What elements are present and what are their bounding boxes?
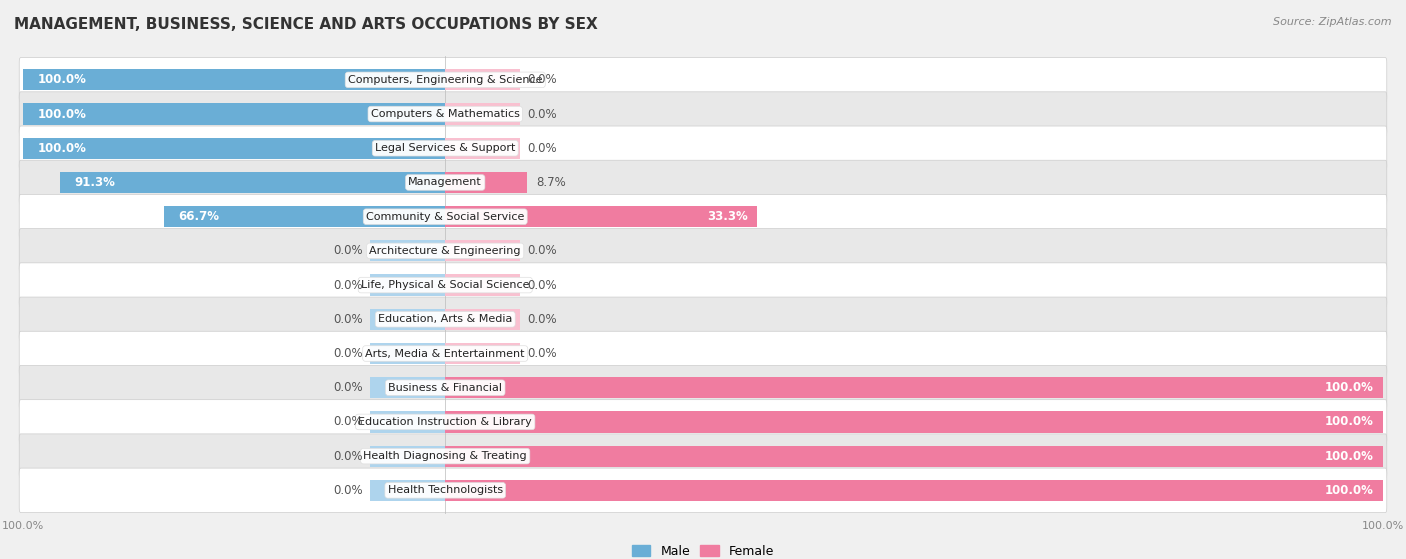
FancyBboxPatch shape: [20, 468, 1386, 513]
FancyBboxPatch shape: [20, 92, 1386, 136]
FancyBboxPatch shape: [20, 58, 1386, 102]
Bar: [446, 240, 520, 262]
Bar: [446, 69, 520, 91]
Text: Education, Arts & Media: Education, Arts & Media: [378, 314, 512, 324]
Bar: [60, 172, 446, 193]
Bar: [446, 103, 520, 125]
Bar: [24, 103, 446, 125]
Text: 100.0%: 100.0%: [1324, 381, 1374, 394]
Text: 0.0%: 0.0%: [527, 313, 557, 326]
Bar: [370, 343, 446, 364]
Text: 100.0%: 100.0%: [1324, 415, 1374, 428]
Text: Source: ZipAtlas.com: Source: ZipAtlas.com: [1274, 17, 1392, 27]
Text: 0.0%: 0.0%: [527, 347, 557, 360]
Text: 8.7%: 8.7%: [536, 176, 565, 189]
Text: 91.3%: 91.3%: [75, 176, 115, 189]
Text: 66.7%: 66.7%: [179, 210, 219, 223]
Text: 0.0%: 0.0%: [333, 449, 363, 463]
Text: Health Diagnosing & Treating: Health Diagnosing & Treating: [363, 451, 527, 461]
Text: 0.0%: 0.0%: [527, 107, 557, 121]
Text: 0.0%: 0.0%: [527, 278, 557, 292]
Text: Health Technologists: Health Technologists: [388, 485, 503, 495]
FancyBboxPatch shape: [20, 297, 1386, 342]
Bar: [24, 138, 446, 159]
Bar: [446, 446, 1382, 467]
Bar: [370, 240, 446, 262]
Bar: [446, 274, 520, 296]
Text: 0.0%: 0.0%: [333, 278, 363, 292]
Text: Life, Physical & Social Science: Life, Physical & Social Science: [361, 280, 530, 290]
Bar: [370, 377, 446, 399]
Text: 33.3%: 33.3%: [707, 210, 748, 223]
Text: 0.0%: 0.0%: [527, 244, 557, 257]
Bar: [370, 274, 446, 296]
Legend: Male, Female: Male, Female: [627, 540, 779, 559]
Text: Computers & Mathematics: Computers & Mathematics: [371, 109, 520, 119]
Text: Computers, Engineering & Science: Computers, Engineering & Science: [347, 75, 543, 85]
Text: 100.0%: 100.0%: [38, 107, 86, 121]
Bar: [370, 480, 446, 501]
FancyBboxPatch shape: [20, 229, 1386, 273]
Text: 0.0%: 0.0%: [333, 381, 363, 394]
Bar: [446, 138, 520, 159]
Bar: [446, 172, 527, 193]
Bar: [446, 206, 758, 228]
Bar: [24, 69, 446, 91]
FancyBboxPatch shape: [20, 400, 1386, 444]
Text: 0.0%: 0.0%: [333, 484, 363, 497]
Bar: [370, 446, 446, 467]
Bar: [370, 309, 446, 330]
Text: Arts, Media & Entertainment: Arts, Media & Entertainment: [366, 348, 524, 358]
Text: 0.0%: 0.0%: [333, 244, 363, 257]
Bar: [165, 206, 446, 228]
FancyBboxPatch shape: [20, 434, 1386, 479]
Text: 100.0%: 100.0%: [38, 73, 86, 86]
Bar: [446, 343, 520, 364]
Text: Architecture & Engineering: Architecture & Engineering: [370, 246, 522, 256]
FancyBboxPatch shape: [20, 366, 1386, 410]
Text: 100.0%: 100.0%: [1324, 484, 1374, 497]
Text: Community & Social Service: Community & Social Service: [366, 212, 524, 222]
Bar: [446, 411, 1382, 433]
Bar: [370, 411, 446, 433]
Text: 100.0%: 100.0%: [1324, 449, 1374, 463]
FancyBboxPatch shape: [20, 126, 1386, 170]
Text: 0.0%: 0.0%: [333, 415, 363, 428]
Text: Education Instruction & Library: Education Instruction & Library: [359, 417, 531, 427]
Text: 0.0%: 0.0%: [527, 73, 557, 86]
FancyBboxPatch shape: [20, 331, 1386, 376]
Text: Management: Management: [408, 177, 482, 187]
Text: MANAGEMENT, BUSINESS, SCIENCE AND ARTS OCCUPATIONS BY SEX: MANAGEMENT, BUSINESS, SCIENCE AND ARTS O…: [14, 17, 598, 32]
FancyBboxPatch shape: [20, 160, 1386, 205]
Text: 100.0%: 100.0%: [38, 142, 86, 155]
FancyBboxPatch shape: [20, 195, 1386, 239]
Text: Legal Services & Support: Legal Services & Support: [375, 143, 516, 153]
Bar: [446, 309, 520, 330]
Bar: [446, 480, 1382, 501]
Text: 0.0%: 0.0%: [333, 313, 363, 326]
FancyBboxPatch shape: [20, 263, 1386, 307]
Bar: [446, 377, 1382, 399]
Text: Business & Financial: Business & Financial: [388, 383, 502, 393]
Text: 0.0%: 0.0%: [333, 347, 363, 360]
Text: 0.0%: 0.0%: [527, 142, 557, 155]
